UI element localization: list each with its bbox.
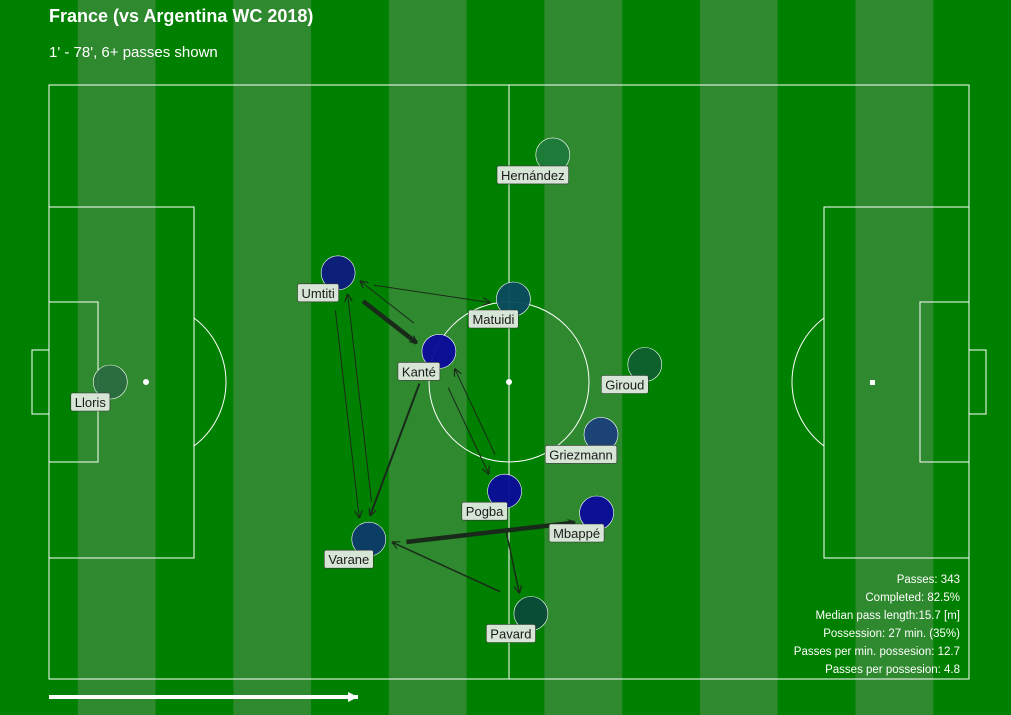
center-spot [506, 379, 512, 385]
pass-arrow [334, 310, 359, 517]
stat-passes-per-min: Passes per min. possesion: 12.7 [793, 646, 960, 658]
right-penalty-arc [791, 317, 825, 447]
player-label: Giroud [605, 378, 644, 393]
left-penalty-arc [193, 317, 227, 447]
player-node[interactable]: Lloris [70, 364, 128, 412]
chart-title: France (vs Argentina WC 2018) [49, 6, 314, 26]
player-node[interactable]: Giroud [600, 347, 663, 394]
player-node[interactable]: Matuidi [468, 281, 531, 329]
player-label: Matuidi [472, 312, 514, 327]
pass-arrow [504, 528, 520, 593]
player-label: Lloris [75, 395, 107, 410]
player-label: Varane [328, 552, 369, 567]
right-goal [968, 349, 987, 415]
left-goal [31, 349, 50, 415]
player-marker [93, 364, 128, 400]
player-node[interactable]: Pogba [461, 473, 522, 521]
pass-arrows [334, 281, 574, 593]
stat-median-length: Median pass length:15.7 [m] [815, 610, 960, 622]
player-label: Mbappé [553, 526, 600, 541]
pitch-stripe [699, 0, 778, 715]
player-node[interactable]: Umtiti [297, 255, 356, 303]
player-label: Pavard [490, 627, 531, 642]
pitch-stripe [77, 0, 156, 715]
player-node[interactable]: Pavard [485, 596, 549, 643]
chart-subtitle: 1' - 78', 6+ passes shown [49, 44, 218, 61]
pass-arrow [361, 281, 415, 324]
player-label-box [600, 375, 649, 394]
player-label: Hernández [501, 168, 565, 183]
player-nodes: Lloris Umtiti Matuidi Kanté Hernández Giroud G… [70, 137, 663, 643]
player-label: Griezmann [549, 447, 613, 462]
pitch-stripe [544, 0, 623, 715]
pitch-stripe [233, 0, 312, 715]
player-node[interactable]: Mbappé [548, 495, 614, 543]
pitch-markings [31, 84, 987, 680]
right-penalty-spot [870, 380, 875, 385]
player-label-box [548, 523, 605, 543]
player-node[interactable]: Hernández [496, 137, 571, 185]
player-label-box [544, 445, 618, 464]
pass-arrow [447, 387, 488, 474]
stat-completed: Completed: 82.5% [865, 592, 960, 604]
pass-arrow [406, 523, 574, 545]
player-label-box [323, 549, 374, 569]
player-label-box [485, 624, 536, 643]
player-label-box [468, 309, 519, 329]
player-node[interactable]: Varane [323, 521, 387, 569]
pass-arrow [373, 284, 490, 302]
pass-arrow [455, 369, 496, 455]
player-label-box [496, 165, 569, 185]
player-node[interactable]: Griezmann [544, 417, 619, 464]
pass-arrow [361, 299, 417, 345]
stat-passes-per-possession: Passes per possesion: 4.8 [825, 664, 960, 676]
stats-panel: Passes: 343 Completed: 82.5% Median pass… [794, 571, 960, 679]
pass-arrow [393, 542, 501, 593]
player-label-box [70, 392, 111, 412]
player-label-box [297, 283, 340, 303]
player-label: Umtiti [301, 286, 334, 301]
stat-possession: Possession: 27 min. (35%) [823, 628, 960, 640]
player-label-box [461, 501, 508, 521]
player-label: Pogba [466, 504, 504, 519]
left-penalty-spot [143, 379, 149, 385]
player-label-box [397, 362, 441, 381]
player-node[interactable]: Kanté [397, 334, 457, 381]
stat-passes: Passes: 343 [896, 574, 960, 586]
player-label: Kanté [402, 364, 436, 379]
pass-arrow [370, 383, 421, 516]
pass-arrow [348, 295, 372, 502]
